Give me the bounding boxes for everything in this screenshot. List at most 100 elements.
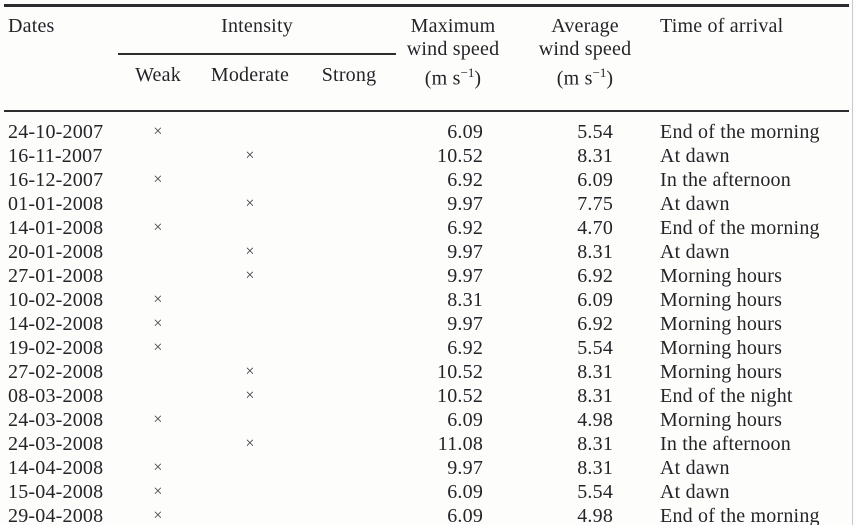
- cell-avg-wind-speed: 8.31: [577, 433, 614, 455]
- avg-unit-post: ): [606, 67, 614, 90]
- max-wind-line1: Maximum: [410, 15, 496, 37]
- cell-strong-mark: [302, 144, 396, 168]
- cell-time-of-arrival: At dawn: [660, 481, 730, 503]
- cell-weak-mark: ×: [153, 171, 163, 188]
- cell-moderate-mark: ×: [245, 147, 255, 164]
- cell-weak-mark: ×: [153, 411, 163, 428]
- cell-moderate-mark: ×: [245, 363, 255, 380]
- table-row: 20-01-2008 × 9.97 8.31 At dawn: [4, 240, 849, 264]
- cell-date: 24-03-2008: [8, 409, 104, 431]
- cell-weak-mark: [118, 384, 198, 408]
- cell-strong-mark: [302, 456, 396, 480]
- cell-time-of-arrival: At dawn: [660, 145, 730, 167]
- col-header-weak: Weak: [135, 64, 181, 86]
- cell-date: 08-03-2008: [8, 385, 104, 407]
- avg-wind-line2: wind speed: [538, 38, 632, 60]
- table-row: 01-01-2008 × 9.97 7.75 At dawn: [4, 192, 849, 216]
- cell-moderate-mark: [198, 336, 302, 360]
- cell-max-wind-speed: 10.52: [437, 385, 484, 407]
- cell-max-wind-speed: 6.92: [447, 337, 484, 359]
- table-row: 08-03-2008 × 10.52 8.31 End of the night: [4, 384, 849, 408]
- cell-weak-mark: [118, 192, 198, 216]
- scan-edge-line: [852, 0, 853, 525]
- cell-strong-mark: [302, 216, 396, 240]
- cell-avg-wind-speed: 8.31: [577, 361, 614, 383]
- cell-strong-mark: [302, 168, 396, 192]
- cell-max-wind-speed: 10.52: [437, 361, 484, 383]
- cell-weak-mark: ×: [153, 507, 163, 524]
- table-row: 27-02-2008 × 10.52 8.31 Morning hours: [4, 360, 849, 384]
- cell-avg-wind-speed: 8.31: [577, 145, 614, 167]
- cell-date: 14-01-2008: [8, 217, 104, 239]
- col-header-moderate: Moderate: [210, 64, 290, 86]
- table-row: 16-12-2007 × 6.92 6.09 In the afternoon: [4, 168, 849, 192]
- cell-moderate-mark: ×: [245, 387, 255, 404]
- cell-avg-wind-speed: 8.31: [577, 385, 614, 407]
- avg-unit-pre: (m s: [556, 67, 593, 90]
- cell-moderate-mark: [198, 216, 302, 240]
- table-row: 29-04-2008 × 6.09 4.98 End of the morning: [4, 504, 849, 525]
- header-row-sub: Weak Moderate Strong: [4, 54, 849, 111]
- table-row: 16-11-2007 × 10.52 8.31 At dawn: [4, 144, 849, 168]
- col-header-dates: Dates: [8, 15, 55, 37]
- cell-weak-mark: ×: [118, 110, 198, 144]
- cell-avg-wind-speed: 6.09: [577, 289, 614, 311]
- wind-events-table: Dates Intensity Maximum wind speed (m s−…: [4, 7, 850, 525]
- cell-moderate-mark: ×: [245, 267, 255, 284]
- cell-moderate-mark: [198, 312, 302, 336]
- cell-max-wind-speed: 6.09: [396, 110, 511, 144]
- cell-date: 27-01-2008: [8, 265, 104, 287]
- cell-avg-wind-speed: 8.31: [577, 241, 614, 263]
- cell-avg-wind-speed: 7.75: [577, 193, 614, 215]
- cell-max-wind-speed: 6.09: [447, 409, 484, 431]
- max-unit-pre: (m s: [424, 67, 461, 90]
- cell-max-wind-speed: 6.92: [447, 169, 484, 191]
- cell-weak-mark: ×: [153, 459, 163, 476]
- cell-strong-mark: [302, 240, 396, 264]
- cell-time-of-arrival: End of the morning: [660, 110, 850, 144]
- table-row: 24-03-2008 × 6.09 4.98 Morning hours: [4, 408, 849, 432]
- cell-avg-wind-speed: 4.98: [577, 505, 614, 525]
- header-row-top: Dates Intensity Maximum wind speed (m s−…: [4, 7, 849, 90]
- cell-moderate-mark: ×: [245, 435, 255, 452]
- cell-max-wind-speed: 6.92: [447, 217, 484, 239]
- cell-avg-wind-speed: 6.09: [577, 169, 614, 191]
- cell-moderate-mark: ×: [245, 195, 255, 212]
- cell-time-of-arrival: In the afternoon: [660, 433, 791, 455]
- cell-max-wind-speed: 9.97: [447, 457, 484, 479]
- cell-time-of-arrival: Morning hours: [660, 361, 783, 383]
- cell-max-wind-speed: 9.97: [447, 241, 484, 263]
- cell-date: 14-02-2008: [8, 313, 104, 335]
- cell-max-wind-speed: 9.97: [447, 193, 484, 215]
- cell-date: 10-02-2008: [8, 289, 104, 311]
- col-header-strong: Strong: [321, 64, 377, 86]
- cell-time-of-arrival: Morning hours: [660, 409, 783, 431]
- table-body: 24-10-2007 × 6.09 5.54 End of the morning 16-…: [4, 110, 850, 525]
- cell-strong-mark: [302, 192, 396, 216]
- cell-weak-mark: ×: [153, 339, 163, 356]
- table-row: 24-10-2007 × 6.09 5.54 End of the morning: [4, 110, 850, 144]
- avg-wind-line1: Average: [551, 15, 619, 37]
- table-row: 27-01-2008 × 9.97 6.92 Morning hours: [4, 264, 849, 288]
- cell-time-of-arrival: Morning hours: [660, 289, 783, 311]
- avg-unit-sup: −1: [592, 65, 607, 80]
- max-unit-post: ): [474, 67, 482, 90]
- cell-date: 27-02-2008: [8, 361, 104, 383]
- cell-time-of-arrival: Morning hours: [660, 313, 783, 335]
- cell-strong-mark: [302, 312, 396, 336]
- cell-max-wind-speed: 8.31: [447, 289, 484, 311]
- table-row: 24-03-2008 × 11.08 8.31 In the afternoon: [4, 432, 849, 456]
- cell-max-wind-speed: 6.09: [447, 505, 484, 525]
- cell-date: 16-11-2007: [8, 145, 103, 167]
- cell-strong-mark: [302, 360, 396, 384]
- col-header-avg-wind: Average wind speed (m s−1): [510, 7, 660, 111]
- col-header-time-of-arrival: Time of arrival: [660, 15, 784, 37]
- cell-moderate-mark: [198, 480, 302, 504]
- cell-time-of-arrival: Morning hours: [660, 337, 783, 359]
- cell-date: 24-10-2007: [4, 110, 118, 144]
- cell-strong-mark: [302, 480, 396, 504]
- cell-date: 14-04-2008: [8, 457, 104, 479]
- cell-weak-mark: [118, 240, 198, 264]
- cell-time-of-arrival: At dawn: [660, 193, 730, 215]
